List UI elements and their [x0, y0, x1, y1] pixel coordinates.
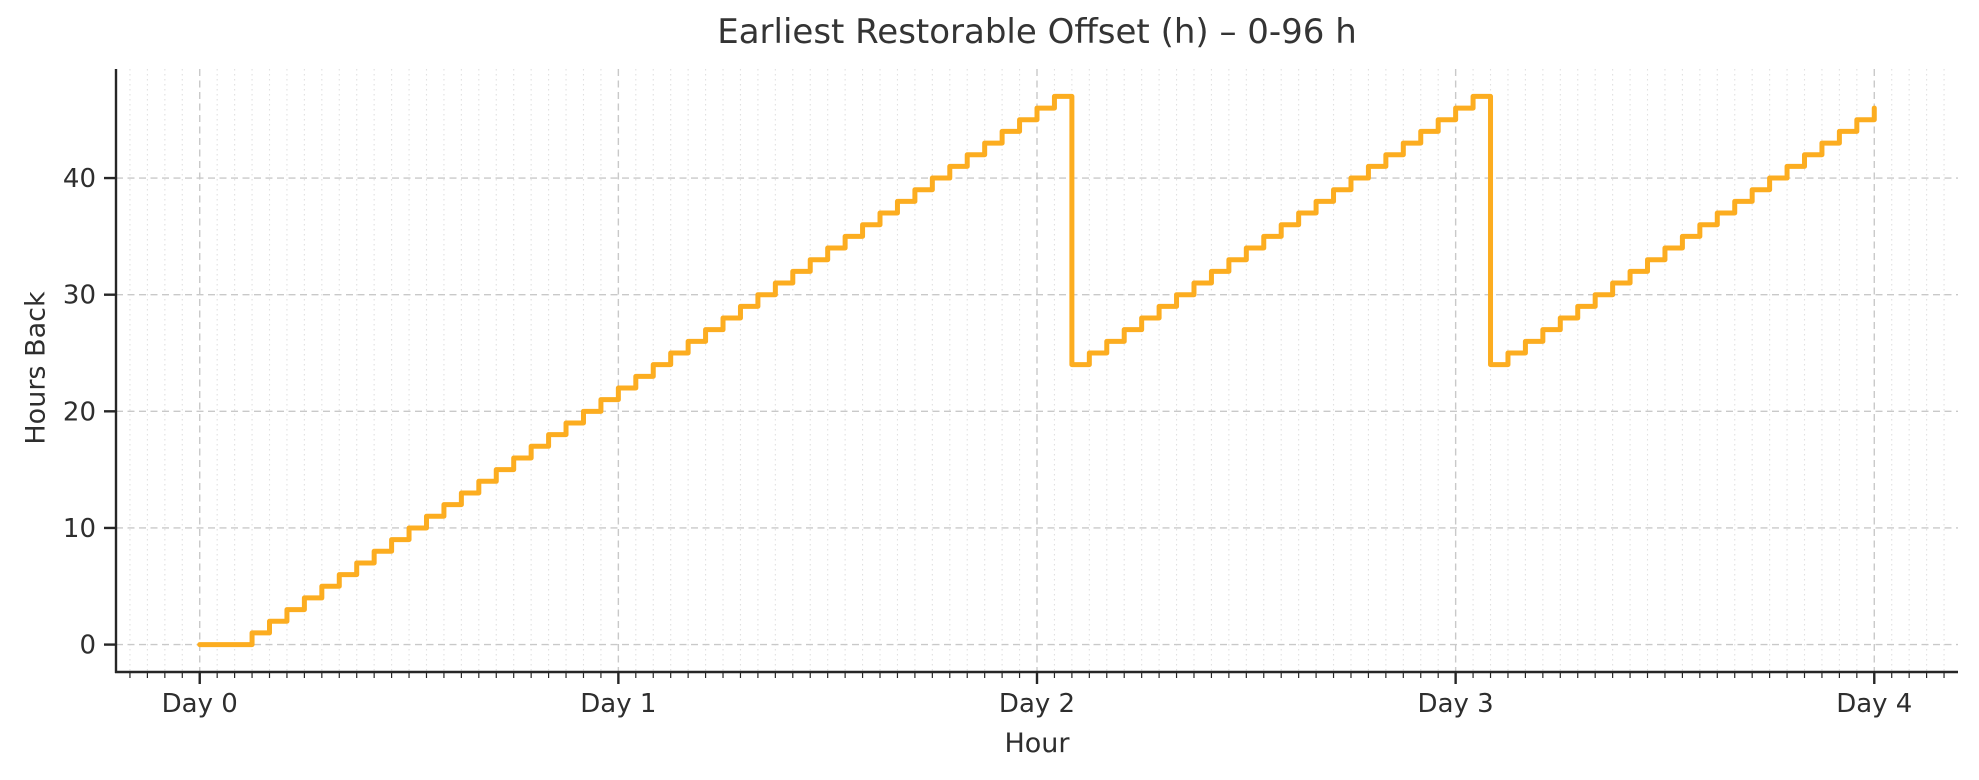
x-tick-label: Day 4	[1836, 689, 1912, 719]
y-tick-label: 30	[63, 281, 96, 311]
x-tick-label: Day 3	[1418, 689, 1494, 719]
series-earliest-restorable-offset	[197, 93, 1877, 648]
y-tick-label: 10	[63, 514, 96, 544]
x-tick-label: Day 1	[580, 689, 656, 719]
y-tick-label: 40	[63, 164, 96, 194]
x-tick-label: Day 0	[162, 689, 238, 719]
y-tick-label: 20	[63, 397, 96, 427]
x-axis-label: Hour	[1004, 728, 1070, 759]
x-tick-label: Day 2	[999, 689, 1075, 719]
chart-title: Earliest Restorable Offset (h) – 0-96 h	[717, 12, 1357, 52]
y-tick-label: 0	[79, 631, 96, 661]
y-axis-label: Hours Back	[20, 291, 52, 445]
